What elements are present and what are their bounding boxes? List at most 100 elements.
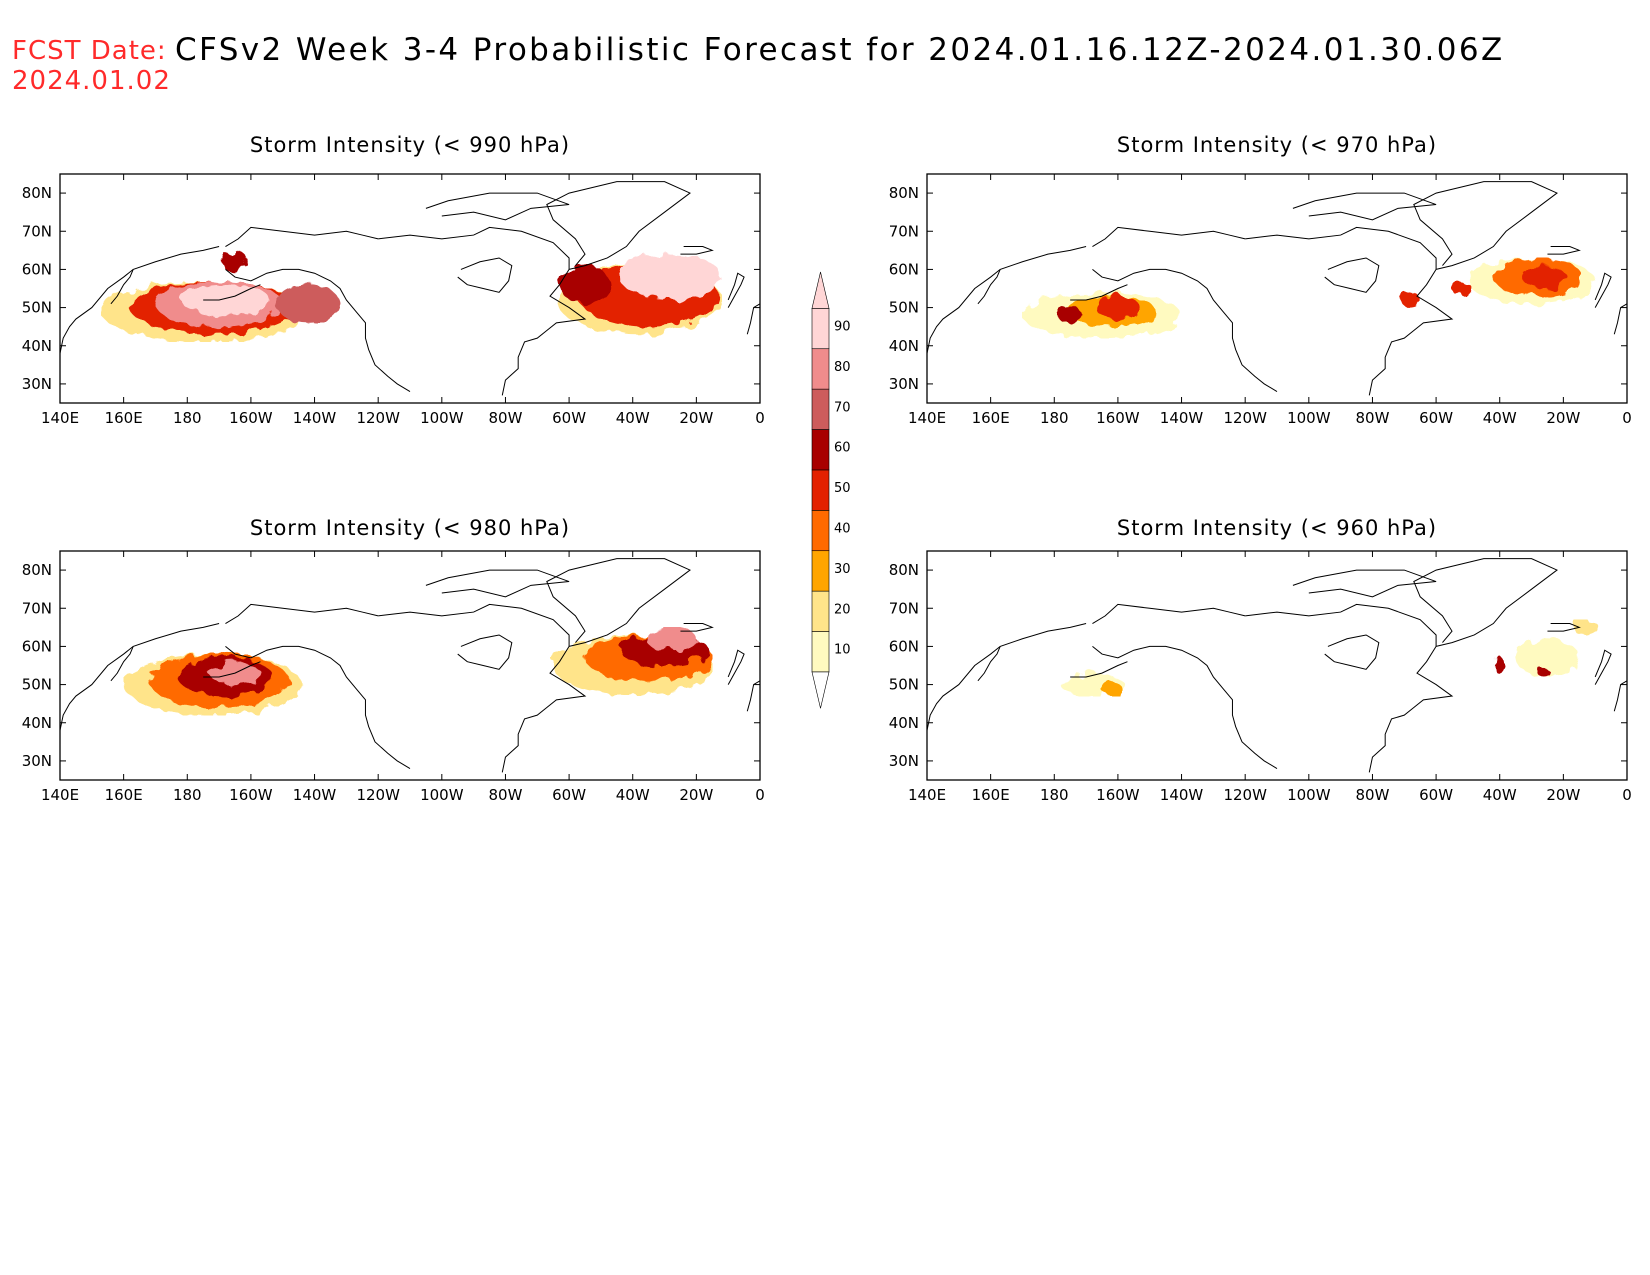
lon-tick-label: 140E	[908, 409, 946, 427]
lat-tick-label: 60N	[889, 637, 919, 655]
colorbar-swatch	[811, 590, 830, 632]
coastline	[1070, 661, 1128, 678]
lon-tick-label: 120W	[356, 409, 400, 427]
lat-tick-label: 40N	[889, 337, 919, 355]
lon-tick-label: 160W	[229, 409, 273, 427]
probability-blob	[1095, 296, 1141, 320]
panel-title: Storm Intensity (< 960 hPa)	[1117, 516, 1437, 540]
coastline	[1547, 246, 1581, 255]
lon-tick-label: 0	[755, 786, 765, 804]
coastline	[680, 246, 714, 255]
lon-tick-label: 160W	[1096, 786, 1140, 804]
probability-blob	[559, 265, 611, 304]
lon-tick-label: 120W	[1223, 409, 1267, 427]
probability-field	[1060, 619, 1599, 697]
coastline	[1324, 634, 1380, 670]
coastline	[977, 269, 1001, 305]
lat-tick-label: 30N	[22, 752, 52, 770]
lon-tick-label: 80W	[1355, 409, 1389, 427]
coastline	[110, 269, 134, 305]
coastline	[1413, 181, 1558, 270]
lon-tick-label: 160E	[972, 786, 1010, 804]
coastline	[1613, 680, 1627, 712]
lon-tick-label: 40W	[1483, 409, 1517, 427]
coastline	[546, 558, 691, 647]
probability-blob	[645, 627, 697, 651]
lon-tick-label: 140W	[1160, 409, 1204, 427]
colorbar-swatch	[811, 510, 830, 552]
probability-blob	[1515, 638, 1580, 677]
coastline	[1594, 649, 1612, 685]
map-panel: Storm Intensity (< 990 hPa) 140E 160E 180 16…	[22, 133, 765, 427]
probability-field	[1022, 257, 1596, 339]
colorbar-level-label: 20	[834, 602, 851, 617]
lat-tick-label: 40N	[22, 714, 52, 732]
coastline	[378, 603, 587, 773]
coastlines	[927, 558, 1627, 773]
colorbar-swatch	[811, 631, 830, 673]
coastline	[225, 603, 379, 624]
colorbar-swatch	[811, 429, 830, 471]
lon-tick-label: 0	[1622, 409, 1632, 427]
lat-tick-label: 60N	[22, 260, 52, 278]
lat-tick-label: 50N	[889, 676, 919, 694]
coastline	[1092, 645, 1278, 769]
map-panel: Storm Intensity (< 980 hPa) 140E 160E 180 16…	[22, 516, 765, 804]
colorbar-swatch	[811, 308, 830, 350]
coastline	[378, 226, 587, 396]
colorbar-level-label: 70	[834, 400, 851, 415]
map-panel: Storm Intensity (< 970 hPa) 140E 160E 180 16…	[889, 133, 1632, 427]
coastline	[1292, 569, 1437, 598]
lon-tick-label: 180	[173, 786, 202, 804]
lat-tick-label: 80N	[22, 561, 52, 579]
lat-tick-label: 50N	[889, 299, 919, 317]
coastline	[727, 272, 745, 308]
probability-blob	[1102, 680, 1122, 697]
probability-blob	[276, 284, 340, 323]
lat-tick-label: 70N	[889, 599, 919, 617]
lon-tick-label: 100W	[420, 786, 464, 804]
lat-tick-label: 70N	[22, 222, 52, 240]
lat-tick-label: 50N	[22, 676, 52, 694]
coastline	[225, 268, 411, 392]
probability-blob	[222, 250, 248, 274]
map-frame	[926, 550, 1628, 781]
coastline	[1245, 603, 1454, 773]
lon-tick-label: 160W	[229, 786, 273, 804]
lat-tick-label: 40N	[889, 714, 919, 732]
coastlines	[927, 181, 1627, 396]
lon-tick-label: 100W	[420, 409, 464, 427]
colorbar: 10 20 30 40 50 60 70 80 90	[811, 271, 851, 709]
coastline	[60, 623, 220, 731]
colorbar-level-label: 80	[834, 360, 851, 375]
coastline	[1413, 558, 1558, 647]
colorbar-swatch	[811, 550, 830, 592]
coastline	[1092, 226, 1246, 247]
lon-tick-label: 0	[755, 409, 765, 427]
lat-tick-label: 80N	[889, 184, 919, 202]
colorbar-level-label: 40	[834, 522, 851, 537]
colorbar-swatch	[811, 469, 830, 511]
fcst-date-value: 2024.01.02	[12, 66, 171, 96]
coastline	[546, 181, 691, 270]
probability-blob	[1057, 307, 1083, 323]
colorbar-bottom-arrow	[811, 671, 830, 709]
lon-tick-label: 120W	[356, 786, 400, 804]
colorbar-swatch	[811, 348, 830, 390]
lon-tick-label: 80W	[488, 409, 522, 427]
coastline	[1547, 623, 1581, 632]
probability-blob	[620, 254, 722, 300]
lon-tick-label: 140E	[41, 786, 79, 804]
lon-tick-label: 40W	[616, 786, 650, 804]
coastline	[1292, 192, 1437, 221]
probability-field	[101, 250, 722, 342]
lon-tick-label: 40W	[1483, 786, 1517, 804]
lat-tick-label: 50N	[22, 299, 52, 317]
probability-blob	[1572, 619, 1599, 635]
lon-tick-label: 120W	[1223, 786, 1267, 804]
lon-tick-label: 100W	[1287, 786, 1331, 804]
coastline	[680, 623, 714, 632]
lon-tick-label: 140E	[908, 786, 946, 804]
lon-tick-label: 20W	[1546, 786, 1580, 804]
